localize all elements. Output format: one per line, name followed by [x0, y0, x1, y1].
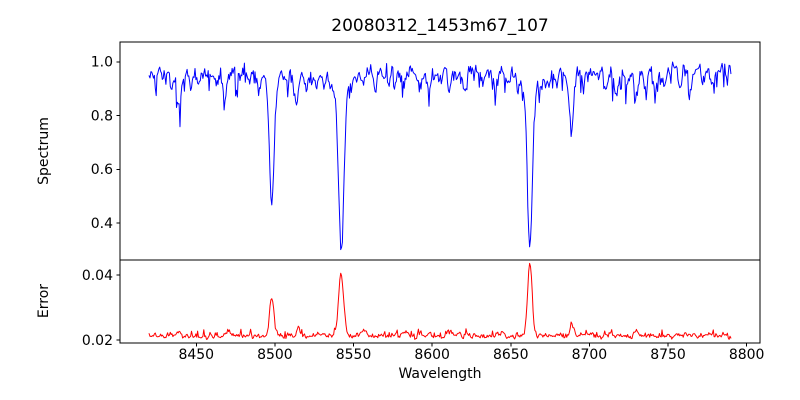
- x-tick-label: 8450: [178, 347, 214, 363]
- axes-layer: 0.4 0.6 0.8 1.0 0.02 0.04 8450 8500 8550 8600 8650…: [82, 41, 765, 363]
- x-tick-label: 8650: [493, 347, 529, 363]
- panel-border: [119, 41, 761, 261]
- spectrum-y-axis-label: Spectrum: [36, 117, 52, 185]
- y-tick-label: 0.4: [91, 216, 113, 232]
- panel-border: [119, 259, 761, 344]
- y-tick-label: 0.8: [91, 108, 113, 124]
- spectrum-line: [148, 61, 732, 251]
- y-tick-label: 0.6: [91, 162, 113, 178]
- x-tick-label: 8500: [257, 347, 293, 363]
- y-tick-label: 0.02: [82, 333, 113, 349]
- x-tick-label: 8800: [729, 347, 765, 363]
- error-y-axis-label: Error: [36, 284, 52, 318]
- figure-title: 20080312_1453m67_107: [331, 16, 548, 36]
- x-axis-label: Wavelength: [398, 366, 481, 382]
- x-tick-label: 8600: [414, 347, 450, 363]
- x-tick-label: 8750: [650, 347, 686, 363]
- y-tick-label: 1.0: [91, 55, 113, 71]
- y-tick-label: 0.04: [82, 268, 113, 284]
- error-line: [148, 262, 732, 340]
- x-tick-label: 8550: [336, 347, 372, 363]
- x-tick-label: 8700: [572, 347, 608, 363]
- data-layer: [148, 61, 732, 340]
